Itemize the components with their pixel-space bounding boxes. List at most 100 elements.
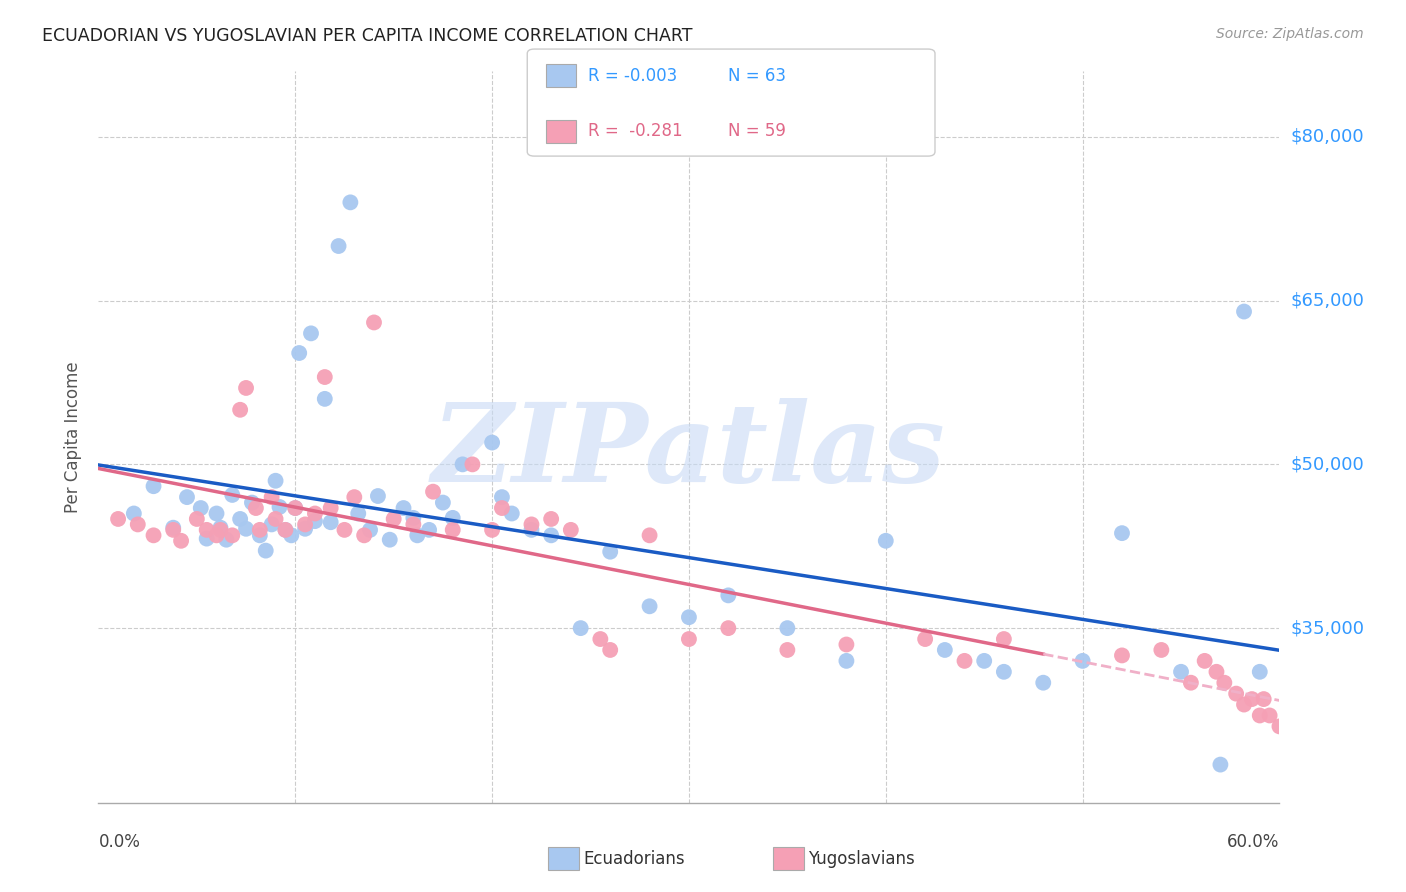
Point bbox=[235, 522, 257, 536]
Point bbox=[221, 488, 243, 502]
Point bbox=[249, 528, 271, 542]
Point bbox=[402, 511, 425, 525]
Point bbox=[835, 638, 858, 652]
Point bbox=[190, 501, 212, 516]
Text: Ecuadorians: Ecuadorians bbox=[583, 850, 685, 868]
Point bbox=[392, 501, 415, 516]
Point bbox=[520, 517, 543, 532]
Point bbox=[418, 523, 440, 537]
Point bbox=[540, 528, 562, 542]
Point bbox=[363, 315, 385, 329]
Point bbox=[1071, 654, 1094, 668]
Point bbox=[367, 489, 389, 503]
Point bbox=[284, 501, 307, 516]
Text: 60.0%: 60.0% bbox=[1227, 833, 1279, 851]
Point bbox=[280, 528, 302, 542]
Point bbox=[638, 599, 661, 614]
Y-axis label: Per Capita Income: Per Capita Income bbox=[65, 361, 83, 513]
Text: $80,000: $80,000 bbox=[1291, 128, 1364, 146]
Point bbox=[260, 490, 283, 504]
Point bbox=[142, 479, 165, 493]
Point bbox=[569, 621, 592, 635]
Point bbox=[122, 507, 145, 521]
Point bbox=[1111, 648, 1133, 663]
Point bbox=[432, 495, 454, 509]
Point bbox=[451, 458, 474, 472]
Point bbox=[678, 632, 700, 646]
Point bbox=[229, 402, 252, 417]
Point bbox=[491, 501, 513, 516]
Point bbox=[319, 515, 342, 529]
Point bbox=[1209, 757, 1232, 772]
Point bbox=[1225, 687, 1247, 701]
Point bbox=[314, 370, 336, 384]
Point bbox=[1233, 304, 1256, 318]
Text: $50,000: $50,000 bbox=[1291, 456, 1364, 474]
Point bbox=[205, 528, 228, 542]
Point bbox=[875, 533, 897, 548]
Point bbox=[186, 512, 208, 526]
Point bbox=[245, 501, 267, 516]
Point bbox=[382, 512, 405, 526]
Point bbox=[599, 545, 621, 559]
Point bbox=[264, 512, 287, 526]
Point bbox=[953, 654, 976, 668]
Point bbox=[314, 392, 336, 406]
Point bbox=[215, 533, 238, 547]
Point bbox=[1253, 692, 1275, 706]
Point bbox=[1111, 526, 1133, 541]
Point bbox=[1258, 708, 1281, 723]
Text: $65,000: $65,000 bbox=[1291, 292, 1364, 310]
Point bbox=[328, 239, 350, 253]
Point bbox=[162, 523, 184, 537]
Point bbox=[288, 346, 311, 360]
Text: R = -0.003: R = -0.003 bbox=[588, 67, 676, 85]
Text: R =  -0.281: R = -0.281 bbox=[588, 122, 682, 140]
Point bbox=[333, 523, 356, 537]
Point bbox=[347, 507, 370, 521]
Point bbox=[638, 528, 661, 542]
Point bbox=[299, 326, 322, 341]
Point bbox=[481, 523, 503, 537]
Point bbox=[1205, 665, 1227, 679]
Text: Yugoslavians: Yugoslavians bbox=[808, 850, 915, 868]
Point bbox=[776, 643, 799, 657]
Point bbox=[589, 632, 612, 646]
Point bbox=[540, 512, 562, 526]
Point bbox=[835, 654, 858, 668]
Point bbox=[717, 588, 740, 602]
Point bbox=[914, 632, 936, 646]
Point bbox=[254, 543, 277, 558]
Text: ZIPatlas: ZIPatlas bbox=[432, 398, 946, 506]
Point bbox=[205, 507, 228, 521]
Point bbox=[229, 512, 252, 526]
Text: N = 59: N = 59 bbox=[728, 122, 786, 140]
Point bbox=[378, 533, 401, 547]
Point bbox=[993, 665, 1015, 679]
Point bbox=[1249, 665, 1271, 679]
Point bbox=[402, 517, 425, 532]
Point bbox=[599, 643, 621, 657]
Point bbox=[776, 621, 799, 635]
Point bbox=[1194, 654, 1216, 668]
Point bbox=[127, 517, 149, 532]
Point bbox=[1249, 708, 1271, 723]
Point bbox=[209, 523, 232, 537]
Point bbox=[221, 528, 243, 542]
Point bbox=[1240, 692, 1263, 706]
Point bbox=[1268, 719, 1291, 733]
Point bbox=[195, 523, 218, 537]
Point bbox=[195, 532, 218, 546]
Point bbox=[1170, 665, 1192, 679]
Point bbox=[973, 654, 995, 668]
Point bbox=[491, 490, 513, 504]
Point bbox=[319, 501, 342, 516]
Point bbox=[264, 474, 287, 488]
Point bbox=[240, 495, 263, 509]
Point bbox=[249, 523, 271, 537]
Point bbox=[1150, 643, 1173, 657]
Text: Source: ZipAtlas.com: Source: ZipAtlas.com bbox=[1216, 27, 1364, 41]
Point bbox=[176, 490, 198, 504]
Point bbox=[520, 523, 543, 537]
Point bbox=[209, 521, 232, 535]
